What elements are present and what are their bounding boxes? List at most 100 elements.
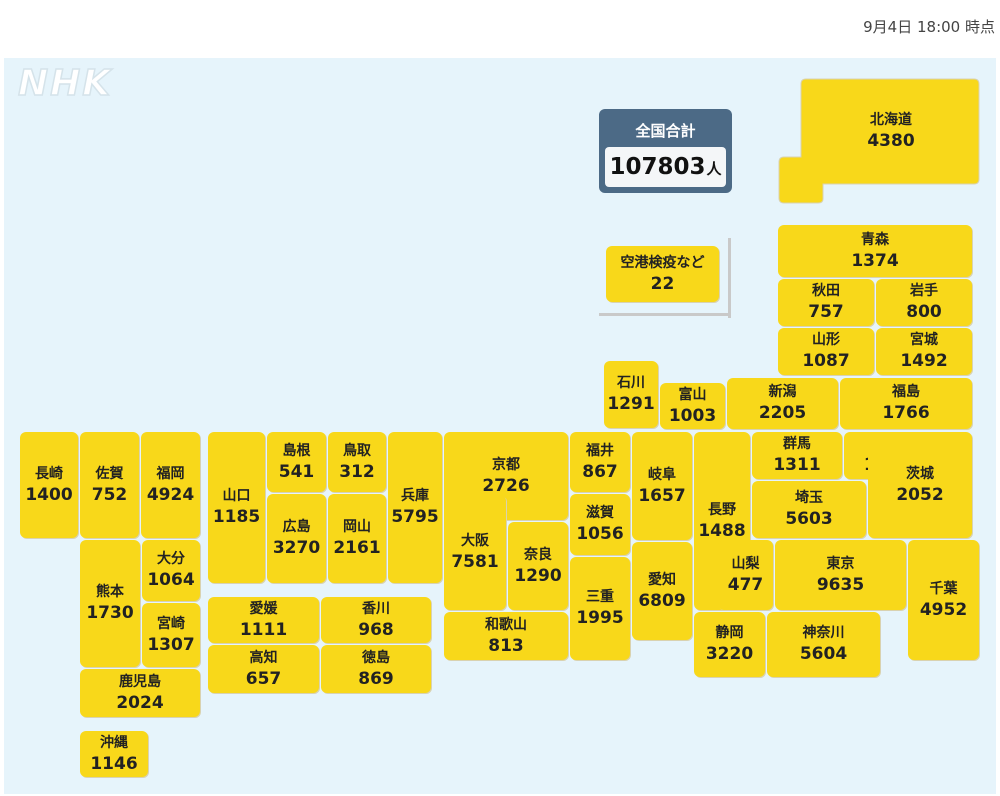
prefecture-tile-okayama[interactable]: 岡山 2161 — [328, 494, 386, 583]
prefecture-count: 541 — [278, 461, 315, 482]
prefecture-tile-hokkaido[interactable]: 北海道 4380 — [800, 78, 982, 184]
prefecture-tile-oita[interactable]: 大分 1064 — [142, 540, 200, 601]
prefecture-tile-gifu[interactable]: 岐阜 1657 — [632, 432, 692, 540]
prefecture-tile-aichi[interactable]: 愛知 6809 — [632, 542, 692, 640]
prefecture-tile-mie[interactable]: 三重 1995 — [570, 557, 630, 660]
national-total-label: 全国合計 — [635, 122, 696, 140]
prefecture-tile-kagawa[interactable]: 香川 968 — [321, 597, 431, 643]
prefecture-tile-iwate[interactable]: 岩手 800 — [876, 279, 972, 326]
prefecture-tile-kyoto[interactable]: 京都 2726 — [444, 432, 568, 520]
prefecture-tile-miyazaki[interactable]: 宮崎 1307 — [142, 603, 200, 667]
prefecture-tile-shiga[interactable]: 滋賀 1056 — [570, 494, 630, 555]
prefecture-count: 752 — [91, 484, 128, 505]
prefecture-tile-nagasaki[interactable]: 長崎 1400 — [20, 432, 78, 538]
prefecture-name: 大阪 — [461, 533, 489, 549]
prefecture-name: 奈良 — [524, 546, 552, 563]
prefecture-tile-nara[interactable]: 奈良 1290 — [508, 522, 568, 610]
prefecture-count: 2161 — [333, 538, 381, 558]
prefecture-count: 813 — [488, 635, 524, 656]
prefecture-name: 高知 — [249, 649, 278, 666]
prefecture-count: 5604 — [799, 644, 848, 664]
prefecture-count: 1307 — [147, 634, 195, 655]
prefecture-tile-aomori[interactable]: 青森 1374 — [778, 225, 972, 277]
prefecture-count: 1995 — [576, 608, 624, 628]
prefecture-tile-airport-quarantine[interactable]: 空港検疫など 22 — [606, 246, 719, 302]
prefecture-count: 2205 — [758, 403, 807, 423]
prefecture-name: 山形 — [812, 332, 840, 348]
prefecture-name: 長崎 — [35, 465, 63, 482]
prefecture-name: 宮城 — [910, 332, 938, 348]
prefecture-count: 5603 — [785, 509, 833, 529]
prefecture-name: 鹿児島 — [119, 673, 161, 690]
prefecture-name: 岡山 — [343, 519, 371, 535]
prefecture-tile-osaka[interactable]: 大阪 7581 — [444, 495, 506, 610]
prefecture-count: 1064 — [147, 570, 195, 590]
prefecture-tile-fukuoka[interactable]: 福岡 4924 — [141, 432, 200, 538]
prefecture-name: 京都 — [492, 456, 520, 473]
prefecture-tile-ibaraki[interactable]: 茨城 2052 — [868, 432, 972, 538]
prefecture-tile-miyagi[interactable]: 宮城 1492 — [876, 328, 972, 375]
prefecture-tile-gunma[interactable]: 群馬 1311 — [752, 432, 842, 479]
prefecture-tile-hyogo[interactable]: 兵庫 5795 — [388, 432, 442, 583]
prefecture-count: 4380 — [867, 130, 915, 151]
prefecture-name: 佐賀 — [95, 465, 124, 482]
prefecture-count: 1056 — [576, 524, 624, 544]
prefecture-count: 3220 — [705, 644, 754, 664]
airport-bracket-vertical — [728, 238, 731, 318]
prefecture-tile-yamaguchi[interactable]: 山口 1185 — [208, 432, 265, 583]
prefecture-count: 1291 — [607, 394, 655, 414]
prefecture-name: 滋賀 — [586, 505, 614, 521]
prefecture-tile-okinawa[interactable]: 沖縄 1146 — [80, 731, 148, 777]
prefecture-tile-chiba[interactable]: 千葉 4952 — [908, 540, 979, 660]
prefecture-name: 富山 — [678, 386, 707, 403]
prefecture-name: 和歌山 — [485, 616, 527, 633]
prefecture-name: 東京 — [826, 555, 855, 572]
prefecture-tile-fukui[interactable]: 福井 867 — [570, 432, 630, 492]
prefecture-name: 埼玉 — [795, 490, 823, 506]
prefecture-name: 青森 — [861, 231, 889, 248]
prefecture-name: 群馬 — [783, 436, 811, 452]
prefecture-count: 657 — [245, 668, 282, 689]
prefecture-count: 6809 — [638, 590, 686, 611]
prefecture-name: 熊本 — [96, 584, 124, 600]
prefecture-tile-saga[interactable]: 佐賀 752 — [80, 432, 139, 538]
prefecture-name: 新潟 — [768, 384, 797, 400]
prefecture-name: 秋田 — [812, 283, 840, 299]
prefecture-tile-saitama[interactable]: 埼玉 5603 — [752, 481, 866, 538]
prefecture-name: 愛知 — [648, 571, 676, 588]
prefecture-tile-kumamoto[interactable]: 熊本 1730 — [80, 540, 140, 667]
timestamp: 9月4日 18:00 時点 — [863, 18, 995, 36]
prefecture-tile-fukushima[interactable]: 福島 1766 — [840, 378, 972, 429]
prefecture-count: 757 — [808, 302, 844, 322]
prefecture-tile-ehime[interactable]: 愛媛 1111 — [208, 597, 319, 643]
prefecture-tile-kanagawa[interactable]: 神奈川 5604 — [767, 612, 880, 677]
prefecture-tile-akita[interactable]: 秋田 757 — [778, 279, 874, 326]
prefecture-tile-shizuoka[interactable]: 静岡 3220 — [694, 612, 765, 677]
prefecture-tile-toyama[interactable]: 富山 1003 — [660, 383, 725, 429]
prefecture-name: 静岡 — [715, 625, 744, 641]
prefecture-count: 5795 — [391, 507, 439, 527]
prefecture-count: 4952 — [919, 599, 968, 620]
prefecture-name: 福井 — [586, 442, 614, 459]
prefecture-tile-hiroshima[interactable]: 広島 3270 — [267, 494, 326, 583]
prefecture-name: 北海道 — [870, 111, 912, 128]
prefecture-name: 空港検疫など — [620, 254, 705, 271]
prefecture-tile-tokyo[interactable]: 東京 9635 — [775, 540, 906, 610]
prefecture-tile-tokushima[interactable]: 徳島 869 — [321, 645, 431, 693]
national-total-value: 107803 — [609, 154, 706, 180]
prefecture-tile-kagoshima[interactable]: 鹿児島 2024 — [80, 669, 200, 717]
prefecture-tile-kochi[interactable]: 高知 657 — [208, 645, 319, 693]
prefecture-name: 石川 — [617, 375, 645, 391]
prefecture-count: 4924 — [146, 484, 195, 505]
prefecture-tile-yamagata[interactable]: 山形 1087 — [778, 328, 874, 375]
prefecture-tile-ishikawa[interactable]: 石川 1291 — [604, 361, 658, 428]
prefecture-tile-tottori[interactable]: 鳥取 312 — [328, 432, 386, 492]
prefecture-tile-shimane[interactable]: 島根 541 — [267, 432, 326, 492]
prefecture-tile-wakayama[interactable]: 和歌山 813 — [444, 612, 568, 660]
prefecture-count: 1146 — [90, 753, 138, 774]
prefecture-tile-niigata[interactable]: 新潟 2205 — [727, 378, 838, 429]
prefecture-count: 1492 — [900, 351, 948, 371]
prefecture-count: 1657 — [638, 485, 686, 506]
prefecture-tile-yamanashi[interactable]: 山梨 477 — [718, 540, 773, 610]
prefecture-count: 1111 — [239, 619, 288, 640]
